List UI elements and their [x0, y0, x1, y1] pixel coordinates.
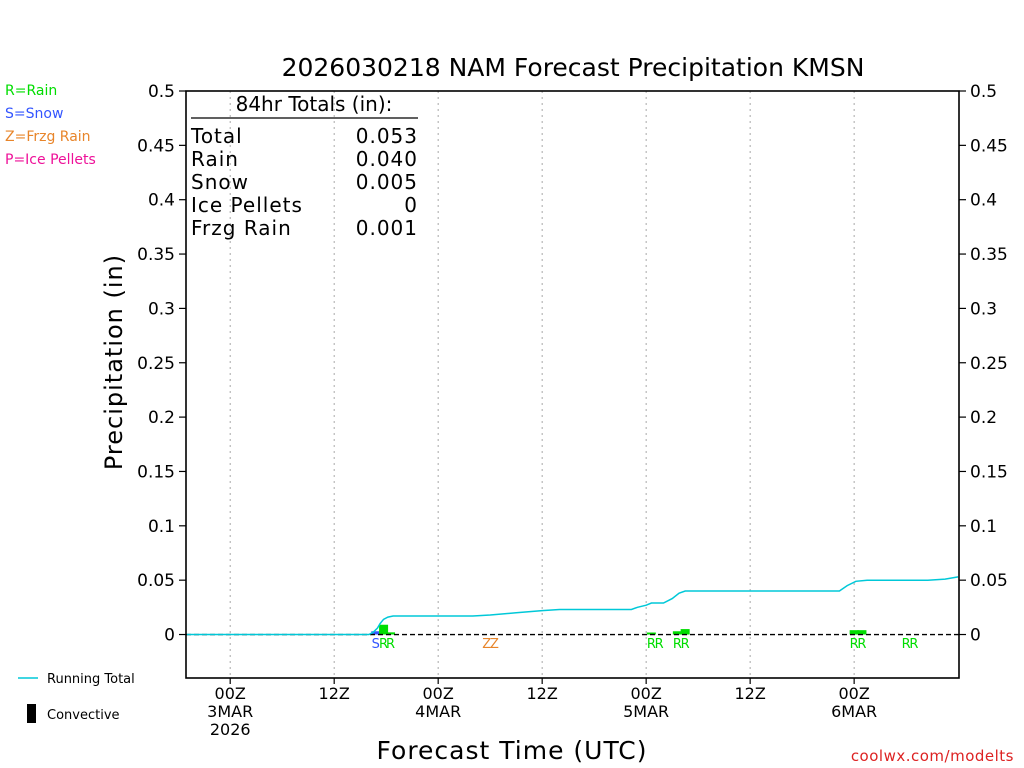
- totals-row-label: Total: [190, 124, 243, 148]
- y-axis-right: 0 0.05 0.1 0.15 0.2 0.25 0.3 0.35 0.4 0.45 0.5: [959, 82, 1008, 646]
- precip-type-marker: R: [386, 637, 395, 652]
- chart-title: 2026030218 NAM Forecast Precipitation KM…: [282, 53, 865, 82]
- precip-bar: [672, 631, 682, 635]
- y-axis-left: 0 0.05 0.1 0.15 0.2 0.25 0.3 0.35 0.4 0.45 0.5: [137, 82, 186, 646]
- x-tick-label: 00Z: [838, 684, 869, 703]
- y-tick-label-right: 0.5: [970, 82, 997, 102]
- y-tick-label-right: 0.45: [970, 136, 1008, 156]
- y-tick-label-left: 0.5: [148, 82, 175, 102]
- y-tick-label-left: 0: [164, 626, 175, 646]
- precip-bar: [386, 632, 396, 635]
- precip-bar: [379, 624, 389, 635]
- y-tick-label-left: 0.25: [137, 354, 175, 374]
- legend-entry-rain: R=Rain: [5, 83, 57, 99]
- totals-row-label: Frzg Rain: [191, 216, 292, 240]
- running-total-legend-label: Running Total: [47, 672, 135, 687]
- convective-swatch: [27, 704, 36, 723]
- grid-lines: [229, 91, 855, 678]
- x-tick-label: 12Z: [319, 684, 350, 703]
- y-tick-label-right: 0.3: [970, 299, 997, 319]
- totals-row-label: Rain: [191, 147, 239, 171]
- precip-type-marker: R: [909, 637, 918, 652]
- legend-entry-pellets: P=Ice Pellets: [5, 152, 96, 168]
- totals-row-value: 0.005: [356, 170, 418, 194]
- precip-bar: [646, 632, 656, 635]
- y-tick-label-left: 0.45: [137, 136, 175, 156]
- precip-type-marker: R: [655, 637, 664, 652]
- precip-type-marker: R: [857, 637, 866, 652]
- y-tick-label-right: 0.2: [970, 408, 997, 428]
- footer-credit: coolwx.com/modelts: [851, 747, 1014, 765]
- totals-row-value: 0.001: [356, 216, 418, 240]
- precip-type-markers: S RR ZZ RR RR RR RR: [372, 637, 919, 652]
- x-tick-label: 00Z: [423, 684, 454, 703]
- legend-entry-frzg: Z=Frzg Rain: [5, 129, 91, 145]
- totals-box: 84hr Totals (in): Total 0.053 Rain 0.040 Sno…: [190, 92, 418, 240]
- bottom-legend: Running Total Convective: [18, 672, 135, 723]
- x-tick-label: 5MAR: [623, 702, 669, 721]
- y-tick-label-left: 0.4: [148, 191, 175, 211]
- y-tick-label-right: 0.1: [970, 517, 997, 537]
- precip-type-marker: R: [902, 637, 911, 652]
- x-tick-label: 6MAR: [831, 702, 877, 721]
- x-tick-label: 4MAR: [415, 702, 461, 721]
- x-tick-label: 00Z: [215, 684, 246, 703]
- precip-type-marker: Z: [490, 637, 499, 652]
- totals-row-label: Ice Pellets: [191, 193, 303, 217]
- precip-type-marker: R: [647, 637, 656, 652]
- x-axis-label: Forecast Time (UTC): [377, 736, 648, 765]
- totals-row-value: 0.040: [356, 147, 418, 171]
- precip-type-legend: R=Rain S=Snow Z=Frzg Rain P=Ice Pellets: [5, 83, 96, 168]
- y-tick-label-right: 0.4: [970, 191, 997, 211]
- x-tick-label: 12Z: [734, 684, 765, 703]
- y-tick-label-right: 0.15: [970, 462, 1008, 482]
- totals-row-value: 0: [404, 193, 418, 217]
- running-total-line: [186, 576, 959, 636]
- precip-bar: [371, 631, 381, 635]
- x-tick-label: 12Z: [527, 684, 558, 703]
- precip-bar: [680, 629, 690, 635]
- y-tick-label-right: 0.35: [970, 245, 1008, 265]
- totals-row-value: 0.053: [356, 124, 418, 148]
- y-tick-label-right: 0.25: [970, 354, 1008, 374]
- precip-type-marker: R: [850, 637, 859, 652]
- precip-type-marker: R: [681, 637, 690, 652]
- precip-bar: [857, 630, 867, 635]
- legend-entry-snow: S=Snow: [5, 106, 63, 122]
- precip-type-marker: S: [372, 637, 380, 652]
- precip-bars: [371, 624, 867, 635]
- convective-legend-label: Convective: [47, 708, 120, 723]
- precip-type-marker: Z: [482, 637, 491, 652]
- y-tick-label-right: 0: [970, 626, 981, 646]
- y-tick-label-left: 0.35: [137, 245, 175, 265]
- plot-frame: [185, 90, 960, 679]
- totals-row-label: Snow: [191, 170, 249, 194]
- y-tick-label-left: 0.3: [148, 299, 175, 319]
- totals-heading: 84hr Totals (in):: [236, 92, 393, 116]
- y-axis-label: Precipitation (in): [100, 254, 128, 470]
- precip-type-marker: R: [379, 637, 388, 652]
- precip-bar: [849, 630, 859, 635]
- x-tick-label: 2026: [210, 720, 251, 739]
- y-tick-label-left: 0.15: [137, 462, 175, 482]
- y-tick-label-left: 0.2: [148, 408, 175, 428]
- totals-rows: Total 0.053 Rain 0.040 Snow 0.005 Ice Pellets 0…: [190, 124, 418, 240]
- y-tick-label-right: 0.05: [970, 571, 1008, 591]
- y-tick-label-left: 0.05: [137, 571, 175, 591]
- x-tick-label: 00Z: [630, 684, 661, 703]
- x-tick-label: 3MAR: [207, 702, 253, 721]
- precip-type-marker: R: [673, 637, 682, 652]
- y-tick-label-left: 0.1: [148, 517, 175, 537]
